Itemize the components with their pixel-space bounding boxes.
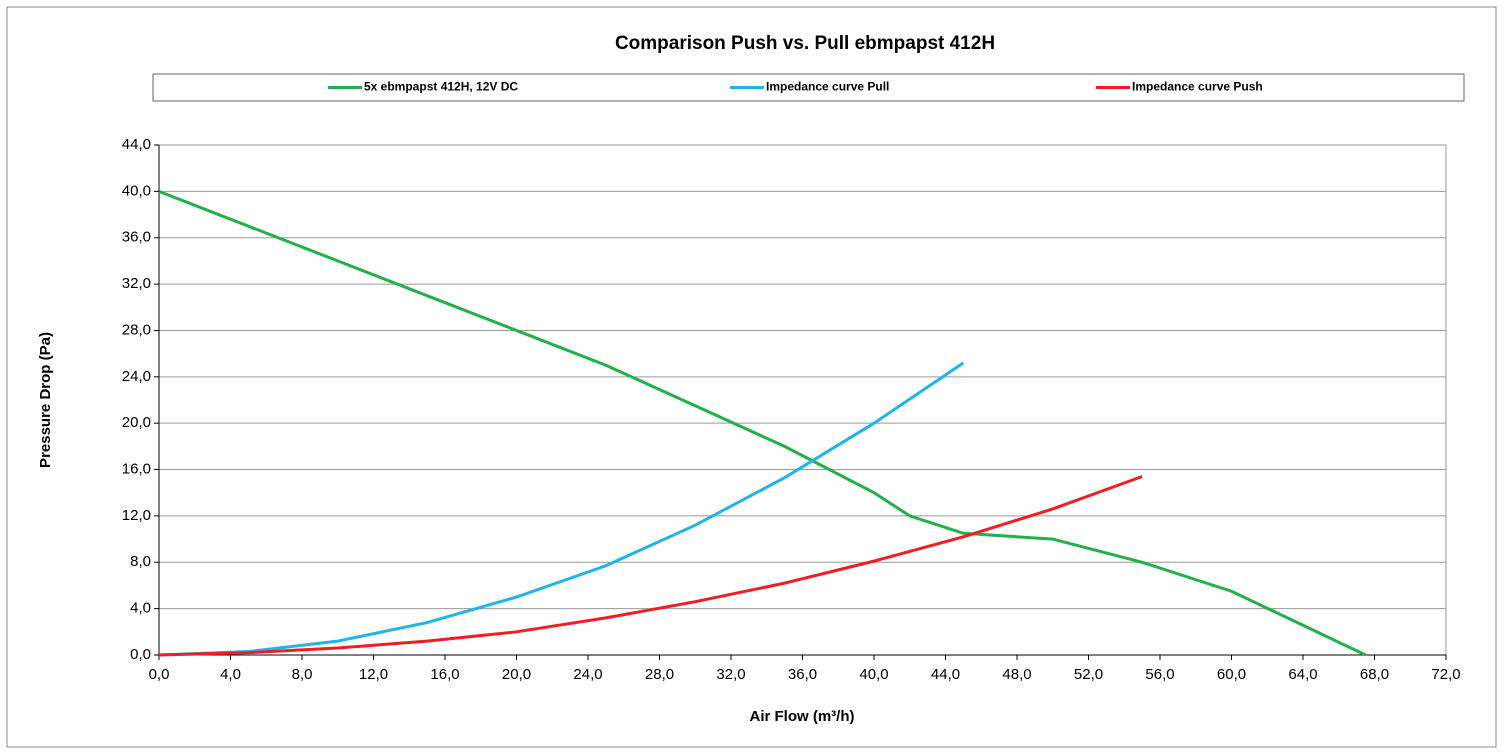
x-tick-label: 12,0 (359, 666, 388, 683)
x-tick-label: 60,0 (1217, 666, 1246, 683)
x-tick-label: 16,0 (430, 666, 459, 683)
x-tick-label: 52,0 (1074, 666, 1103, 683)
y-tick-label: 16,0 (122, 461, 151, 478)
y-tick-label: 44,0 (122, 136, 151, 153)
x-tick-label: 28,0 (645, 666, 674, 683)
x-tick-label: 24,0 (573, 666, 602, 683)
x-tick-label: 4,0 (220, 666, 241, 683)
x-tick-label: 68,0 (1360, 666, 1389, 683)
y-tick-label: 24,0 (122, 368, 151, 385)
legend-box (152, 73, 1465, 102)
y-tick-label: 0,0 (130, 646, 151, 663)
line-series (158, 189, 1367, 657)
y-tick-label: 28,0 (122, 321, 151, 338)
legend-label: 5x ebmpapst 412H, 12V DC (364, 80, 518, 94)
y-tick-label: 12,0 (122, 507, 151, 524)
x-tick-label: 48,0 (1002, 666, 1031, 683)
line-series (158, 475, 1143, 657)
y-tick-label: 8,0 (130, 553, 151, 570)
y-tick-label: 32,0 (122, 275, 151, 292)
y-tick-label: 4,0 (130, 600, 151, 617)
x-tick-label: 20,0 (502, 666, 531, 683)
x-tick-label: 44,0 (931, 666, 960, 683)
x-tick-label: 32,0 (716, 666, 745, 683)
legend-label: Impedance curve Push (1132, 80, 1263, 94)
x-tick-label: 36,0 (788, 666, 817, 683)
x-tick-label: 64,0 (1288, 666, 1317, 683)
x-axis-label: Air Flow (m³/h) (750, 708, 855, 725)
chart-title: Comparison Push vs. Pull ebmpapst 412H (615, 33, 995, 54)
y-axis-label: Pressure Drop (Pa) (37, 332, 54, 468)
y-tick-label: 40,0 (122, 182, 151, 199)
x-tick-label: 56,0 (1145, 666, 1174, 683)
legend-label: Impedance curve Pull (766, 80, 889, 94)
line-series (158, 361, 965, 657)
x-tick-label: 0,0 (149, 666, 170, 683)
x-tick-label: 72,0 (1431, 666, 1460, 683)
x-tick-label: 8,0 (292, 666, 313, 683)
y-tick-label: 20,0 (122, 414, 151, 431)
x-tick-label: 40,0 (859, 666, 888, 683)
y-tick-label: 36,0 (122, 229, 151, 246)
